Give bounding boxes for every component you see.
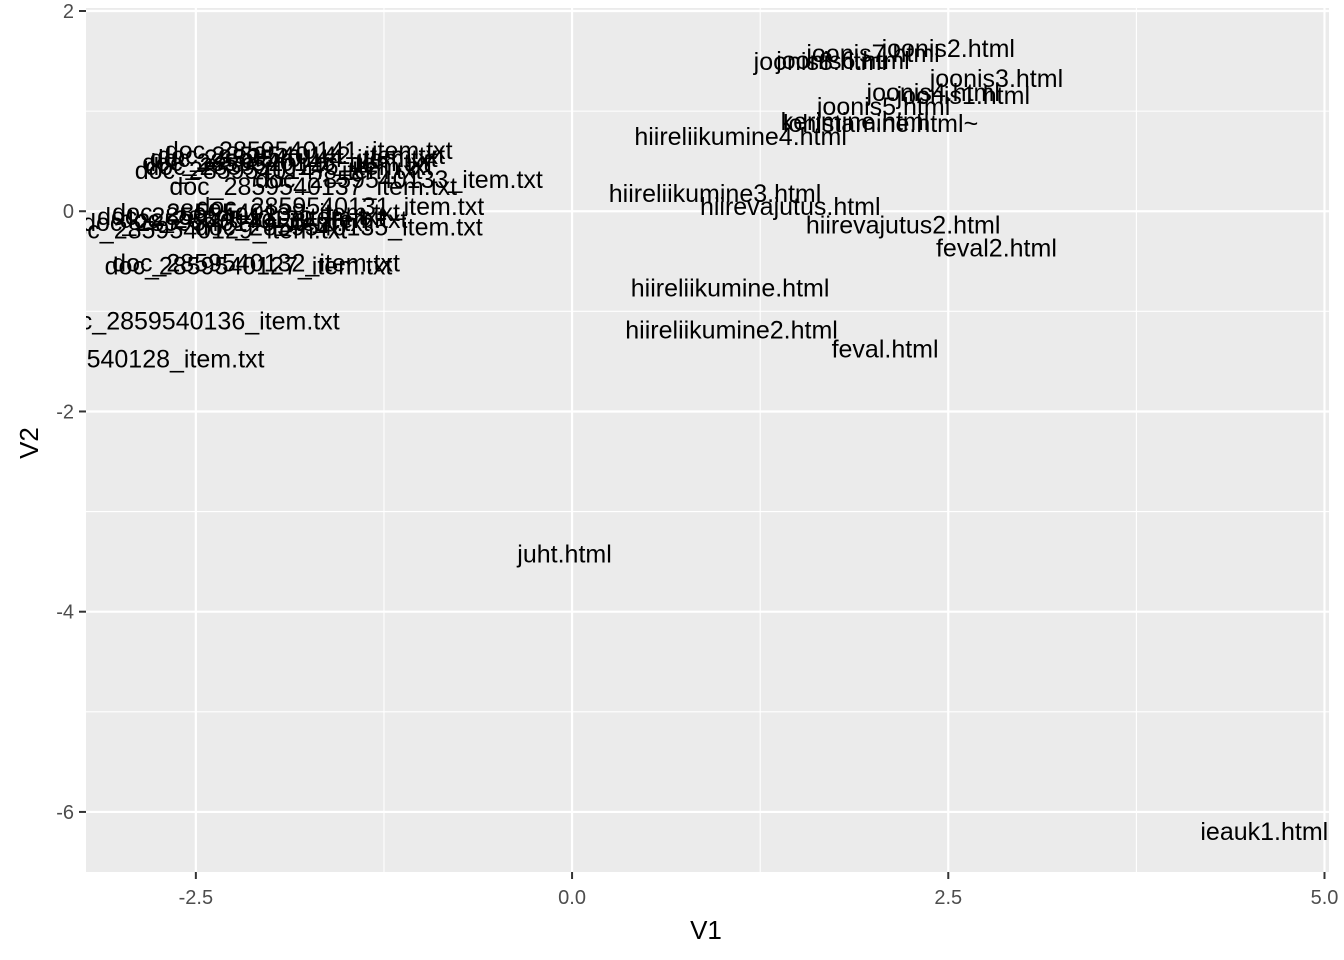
point-label: joonis1.html (896, 82, 1030, 110)
point-label: doc_2859540136_item.txt (52, 307, 340, 335)
point-label: joonis3.html (929, 65, 1063, 93)
point-label: lohistamine.html~ (783, 110, 978, 138)
point-label: joonis6.html (775, 47, 909, 75)
y-tick-label: 2 (63, 1, 74, 23)
x-axis-title: V1 (690, 915, 722, 945)
point-labels: joonis2.htmljoonis7.htmljoonis6.htmljoon… (0, 35, 1328, 846)
point-label: hiireliikumine.html (631, 274, 830, 302)
point-label: doc_2859540127_item.txt (105, 252, 393, 280)
point-label: feval.html (832, 335, 939, 363)
point-label: doc_2859540133_item.txt (255, 166, 543, 194)
y-tick-label: -2 (56, 401, 74, 423)
point-label: hiireliikumine2.html (625, 316, 838, 344)
point-label: joonis7.html (805, 40, 939, 68)
point-label: doc_2859540139_item.txt (120, 206, 408, 234)
point-label: hiireliikumine4.html (634, 123, 847, 151)
point-label: joonis4.html (866, 79, 1000, 107)
point-label: doc_2859540131_item.txt (196, 193, 484, 221)
point-label: doc_2859540129_item.txt (60, 216, 348, 244)
point-label: doc_2859540145_item.txt (142, 149, 430, 177)
point-label: doc_2859540142_item.txt (157, 142, 445, 170)
point-label: doc_2859540137_item.txt (169, 173, 457, 201)
point-label: doc_2859540132_item.txt (112, 249, 400, 277)
point-label: doc_2859540130_item.txt (97, 203, 385, 231)
point-label: doc_2859540144_item.txt (150, 145, 438, 173)
point-label: joonis5.html (816, 93, 950, 121)
x-tick-label: 2.5 (934, 887, 962, 909)
y-tick-label: -6 (56, 802, 74, 824)
point-label: hiirevajutus2.html (806, 211, 1001, 239)
x-tick-label: 0.0 (558, 887, 586, 909)
y-tick-label: -4 (56, 602, 74, 624)
point-label: doc_2859540140_item.txt (82, 209, 370, 237)
y-axis-title: V2 (14, 427, 44, 459)
y-tick-label: 0 (63, 201, 74, 223)
point-label: doc_2859540146_item.txt (145, 153, 433, 181)
major-gridlines (86, 8, 1329, 872)
point-label: doc_2859540135_item.txt (195, 213, 483, 241)
x-tick-label: -2.5 (179, 887, 213, 909)
x-axis: -2.5 0.0 2.5 5.0 (179, 872, 1339, 909)
point-label: joonis2.html (881, 35, 1015, 63)
point-label: doc_2859540141_item.txt (165, 137, 453, 165)
point-label: juht.html (516, 541, 611, 569)
point-label: hiirevajutus.html (700, 193, 881, 221)
plot-panel (86, 8, 1329, 872)
point-label: doc_2859540128_item.txt (0, 345, 265, 373)
y-axis: -6 -4 -2 0 2 (56, 1, 86, 824)
point-label: kerimine.html (781, 108, 930, 136)
point-label: ieauk1.html (1200, 818, 1328, 846)
x-tick-label: 5.0 (1311, 887, 1339, 909)
point-label: hiireliikumine3.html (609, 180, 822, 208)
point-label: joonis8.html (753, 48, 887, 76)
point-label: doc_2859540147_item.txt (135, 157, 423, 185)
point-label: doc_2859540138_item.txt (112, 199, 400, 227)
minor-gridlines (86, 8, 1329, 872)
point-label: feval2.html (936, 234, 1057, 262)
